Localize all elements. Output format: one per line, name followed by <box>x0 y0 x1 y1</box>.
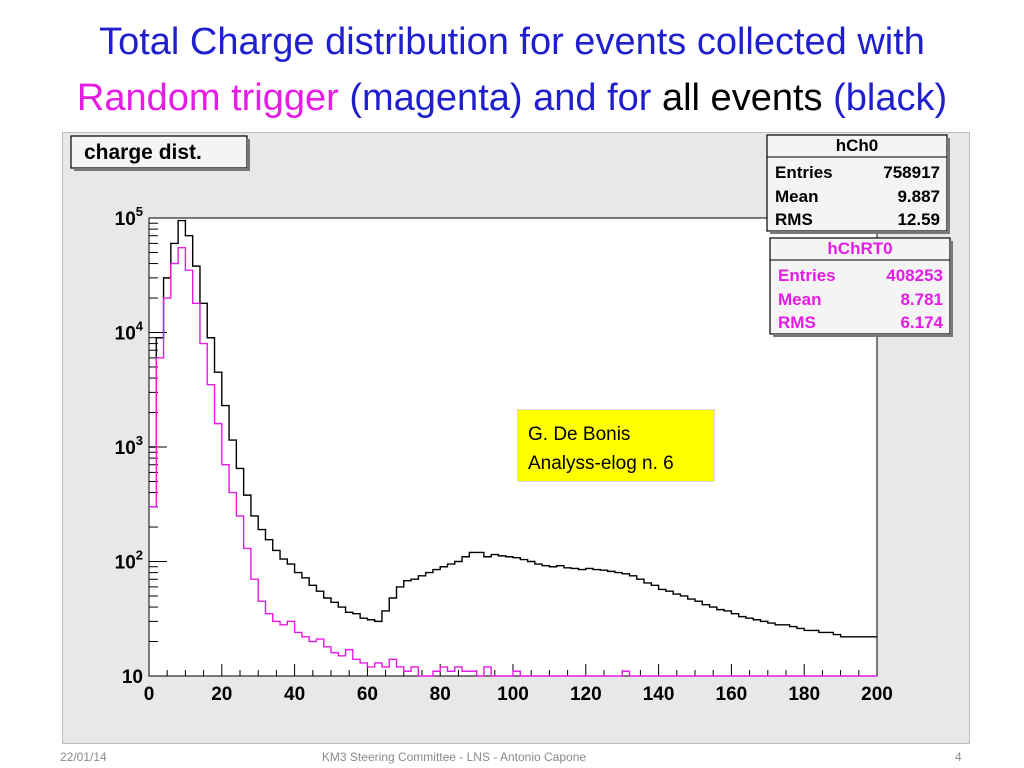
footer-page-number: 4 <box>955 750 962 764</box>
charge-distribution-chart: 0 20 40 60 80 100 120 140 160 180 200 10 102 103 104 10… <box>70 134 953 705</box>
stats-key-rms: RMS <box>775 210 813 229</box>
title-and-for: and for <box>533 77 652 119</box>
title-random-trigger: Random trigger <box>76 77 339 119</box>
title-magenta-paren: (magenta) <box>349 77 523 119</box>
series-hchrt0 <box>149 247 877 677</box>
series-layer <box>149 219 877 677</box>
slide-title: Total Charge distribution for events col… <box>0 14 1024 126</box>
stats-val-entries: 758917 <box>883 163 940 182</box>
footer-date: 22/01/14 <box>60 750 107 764</box>
stats-key-rms-rt: RMS <box>778 313 816 332</box>
y-tick-label: 10 <box>122 667 143 688</box>
x-tick-label: 100 <box>497 684 529 705</box>
plot-title: charge dist. <box>84 141 202 164</box>
tick-labels: 0 20 40 60 80 100 120 140 160 180 200 10 102 103 104 10… <box>115 204 893 705</box>
stats-val-entries-rt: 408253 <box>886 266 943 285</box>
x-tick-label: 200 <box>861 684 893 705</box>
x-tick-label: 120 <box>570 684 602 705</box>
stats-key-entries-rt: Entries <box>778 266 836 285</box>
x-tick-label: 20 <box>211 684 232 705</box>
stats-val-rms: 12.59 <box>897 210 940 229</box>
stats-key-entries: Entries <box>775 163 833 182</box>
x-tick-label: 80 <box>430 684 451 705</box>
x-tick-label: 180 <box>788 684 820 705</box>
x-tick-label: 160 <box>716 684 748 705</box>
stats-box-hch0: hCh0 Entries 758917 Mean 9.887 RMS 12.59 <box>766 134 950 234</box>
stats-val-rms-rt: 6.174 <box>900 313 943 332</box>
stats-key-mean-rt: Mean <box>778 290 821 309</box>
stats-box-hchrt0: hChRT0 Entries 408253 Mean 8.781 RMS 6.1… <box>769 237 953 337</box>
stats-val-mean: 9.887 <box>897 187 940 206</box>
stats-name-hchrt0: hChRT0 <box>827 239 892 258</box>
y-tick-label: 105 <box>115 204 143 230</box>
note-line-2: Analyss-elog n. 6 <box>528 453 674 474</box>
x-tick-label: 60 <box>357 684 378 705</box>
series-hch0 <box>149 219 877 638</box>
footer-center: KM3 Steering Committee - LNS - Antonio C… <box>321 750 587 764</box>
y-tick-label: 103 <box>115 433 143 459</box>
y-tick-label: 104 <box>115 319 144 345</box>
title-line-2: Random trigger (magenta) and for all eve… <box>0 70 1024 126</box>
y-tick-label: 102 <box>115 548 143 574</box>
x-tick-label: 0 <box>144 684 155 705</box>
note-line-1: G. De Bonis <box>528 424 631 445</box>
author-note: G. De Bonis Analyss-elog n. 6 <box>517 409 715 482</box>
x-tick-label: 140 <box>643 684 675 705</box>
stats-name-hch0: hCh0 <box>836 136 879 155</box>
title-black-paren: (black) <box>833 77 948 119</box>
stats-val-mean-rt: 8.781 <box>900 290 943 309</box>
stats-key-mean: Mean <box>775 187 818 206</box>
title-line-1: Total Charge distribution for events col… <box>99 21 925 63</box>
plot-title-box: charge dist. <box>70 135 250 171</box>
plot-area <box>148 217 878 677</box>
title-all-events: all events <box>661 77 823 119</box>
x-tick-label: 40 <box>284 684 305 705</box>
